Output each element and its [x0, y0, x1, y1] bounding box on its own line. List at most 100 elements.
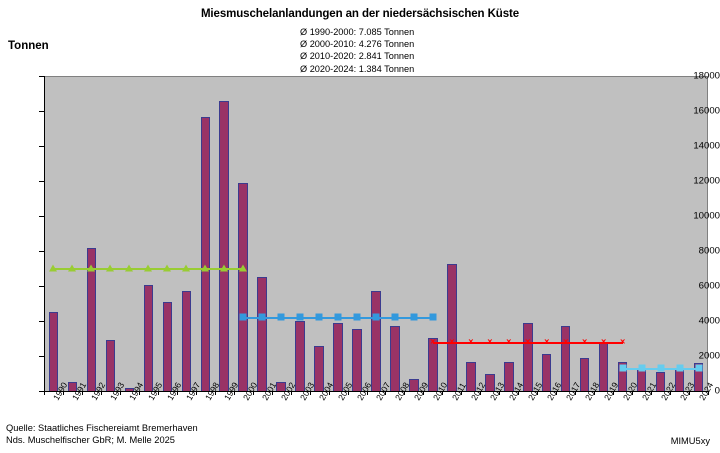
x-axis-tick-mark — [480, 391, 482, 395]
x-axis-tick-mark — [290, 391, 292, 395]
x-axis-line — [44, 391, 709, 392]
x-axis-tick-mark — [518, 391, 520, 395]
y-axis-tick-mark — [39, 181, 44, 182]
y-axis-tick-label: 4000 — [698, 315, 720, 327]
y-axis-tick-mark — [39, 321, 44, 322]
y-axis-tick-mark — [39, 286, 44, 287]
trendline-marker — [49, 264, 58, 272]
source-line-2: Nds. Muschelfischer GbR; M. Melle 2025 — [6, 434, 175, 445]
bar — [181, 291, 192, 392]
y-axis-tick-mark — [39, 76, 44, 77]
bar — [162, 301, 173, 392]
y-axis-tick-mark — [39, 146, 44, 147]
annotation-2010-2020: Ø 2010-2020: 2.841 Tonnen — [300, 51, 415, 62]
trendline-marker — [334, 313, 342, 321]
trendline-marker: × — [563, 336, 569, 347]
plot-area: × × × × × × × × × × × — [44, 76, 708, 392]
x-axis-tick-mark — [233, 391, 235, 395]
y-axis-tick-mark — [39, 111, 44, 112]
bar — [523, 322, 533, 392]
y-axis-title: Tonnen — [8, 40, 49, 52]
trendline-marker — [391, 313, 399, 321]
source-line-1: Quelle: Staatliches Fischereiamt Bremerh… — [6, 423, 198, 433]
bar — [390, 325, 400, 392]
x-axis-tick-mark — [385, 391, 387, 395]
trendline-marker — [296, 313, 304, 321]
x-axis-tick-mark — [100, 391, 102, 395]
trendline-marker — [125, 264, 134, 272]
trendline-marker — [638, 364, 646, 372]
trendline-marker — [676, 364, 684, 372]
trendline-marker: × — [601, 336, 607, 347]
trendline-marker: × — [449, 336, 455, 347]
x-axis-tick-mark — [670, 391, 672, 395]
trendline-marker — [87, 264, 96, 272]
y-axis-tick-label: 6000 — [698, 280, 720, 292]
x-axis-tick-mark — [575, 391, 577, 395]
y-axis-line — [44, 76, 45, 392]
x-axis-tick-mark — [44, 391, 45, 395]
annotation-1990-2000: Ø 1990-2000: 7.085 Tonnen — [300, 27, 415, 37]
x-axis-tick-mark — [613, 391, 615, 395]
annotation-2000-2010: Ø 2000-2010: 4.276 Tonnen — [300, 39, 415, 50]
source-note: Quelle: Staatliches Fischereiamt Bremerh… — [6, 423, 198, 446]
bar — [560, 325, 571, 392]
trendline-marker — [201, 264, 210, 272]
bar — [352, 329, 362, 392]
trendline-marker: × — [544, 336, 550, 347]
bar — [48, 311, 59, 392]
trendline-marker — [106, 264, 115, 272]
x-axis-tick-mark — [347, 391, 349, 395]
trendline-marker — [657, 364, 665, 372]
y-axis-tick-mark — [39, 251, 44, 252]
x-axis-tick-mark — [271, 391, 273, 395]
bar — [200, 117, 210, 392]
trendline-marker: × — [525, 336, 531, 347]
x-axis-tick-mark — [689, 391, 691, 395]
x-axis-tick-mark — [651, 391, 653, 395]
y-axis-tick-label: 16000 — [693, 105, 720, 117]
x-axis-tick-mark — [195, 391, 197, 395]
trendline-marker — [68, 264, 77, 272]
y-axis-tick-label: 8000 — [698, 245, 720, 257]
trendline-marker — [619, 364, 627, 372]
x-axis-tick-mark — [632, 391, 634, 395]
x-axis-tick-mark — [328, 391, 330, 395]
bar — [238, 182, 248, 392]
y-axis-tick-mark — [39, 356, 44, 357]
trendline-marker — [372, 313, 380, 321]
x-axis-tick-mark — [423, 391, 425, 395]
trendline-marker — [410, 313, 418, 321]
trendline-marker — [163, 264, 172, 272]
trendline-marker — [220, 264, 229, 272]
x-axis-tick-mark — [81, 391, 83, 395]
trendline-2010-2020 — [432, 342, 623, 345]
average-annotations: Ø 1990-2000: 7.085 Tonnen Ø 2000-2010: 4… — [300, 26, 414, 75]
trendline-marker — [144, 264, 153, 272]
bar — [143, 285, 154, 392]
trendline-marker: × — [506, 336, 512, 347]
x-axis-tick-mark — [442, 391, 444, 395]
bar — [333, 322, 343, 392]
x-axis-tick-mark — [366, 391, 368, 395]
annotation-2020-2024: Ø 2020-2024: 1.384 Tonnen — [300, 63, 415, 74]
bar — [447, 264, 457, 392]
x-axis-tick-mark — [594, 391, 596, 395]
trendline-marker: × — [582, 336, 588, 347]
bar — [219, 100, 229, 392]
x-axis-tick-mark — [252, 391, 254, 395]
x-axis-tick-mark — [499, 391, 501, 395]
x-axis-tick-mark — [556, 391, 558, 395]
trendline-marker — [315, 313, 323, 321]
chart-code-label: MIMU5xy — [670, 436, 710, 446]
bar — [105, 340, 116, 392]
trendline-marker — [239, 313, 247, 321]
x-axis-tick-mark — [62, 391, 64, 395]
x-axis-tick-mark — [214, 391, 216, 395]
x-axis-tick-mark — [461, 391, 463, 395]
trendline-marker — [239, 264, 248, 272]
x-axis-tick-mark — [119, 391, 121, 395]
y-axis-tick-label: 12000 — [693, 175, 720, 187]
trendline-marker: × — [468, 336, 474, 347]
